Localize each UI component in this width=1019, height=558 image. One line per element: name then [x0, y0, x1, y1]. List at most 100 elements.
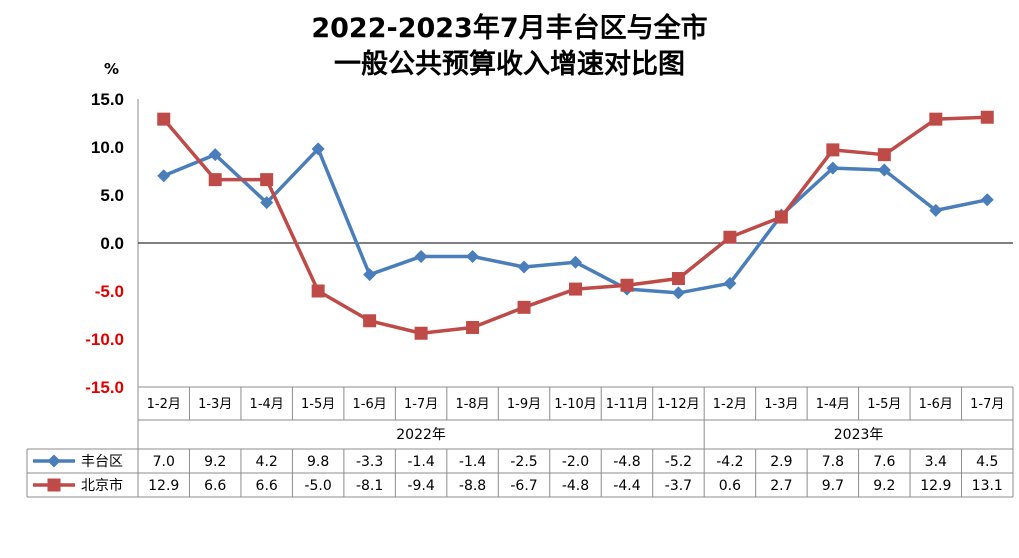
data-point [517, 260, 531, 274]
x-category-label: 1-2月 [713, 397, 747, 412]
data-point [671, 286, 685, 300]
data-point [723, 230, 737, 244]
table-value: -6.7 [510, 478, 537, 494]
data-point [311, 142, 325, 156]
y-tick-label: -10.0 [85, 330, 124, 349]
table-value: 9.7 [822, 478, 844, 494]
year-group-label: 2023年 [834, 427, 884, 443]
chart-title-line-2: 一般公共预算收入增速对比图 [334, 49, 685, 80]
table-value: 6.6 [256, 478, 278, 494]
x-category-label: 1-11月 [606, 397, 649, 412]
table-value: 9.8 [307, 454, 329, 470]
data-point [157, 112, 171, 126]
table-value: 12.9 [148, 478, 179, 494]
table-value: -2.0 [562, 454, 589, 470]
data-point [260, 196, 274, 210]
table-value: 12.9 [920, 478, 951, 494]
series-1 [157, 142, 994, 300]
table-value: 7.6 [873, 454, 895, 470]
data-point [47, 454, 61, 468]
table-value: -2.5 [510, 454, 537, 470]
data-point [208, 148, 222, 162]
table-value: 3.4 [925, 454, 947, 470]
table-value: 13.1 [972, 478, 1003, 494]
table-value: -9.4 [407, 478, 434, 494]
data-point [671, 272, 685, 286]
y-tick-label: 10.0 [91, 138, 124, 157]
data-point [260, 173, 274, 187]
data-point [414, 249, 428, 263]
x-category-label: 1-4月 [250, 397, 284, 412]
legend-label: 丰台区 [81, 454, 123, 470]
y-tick-label: 0.0 [100, 234, 124, 253]
x-category-label: 1-7月 [404, 397, 438, 412]
data-point [723, 276, 737, 290]
data-point [517, 300, 531, 314]
legend-label: 北京市 [81, 477, 123, 494]
data-point [311, 284, 325, 298]
table-value: 0.6 [719, 478, 741, 494]
y-tick-label: -15.0 [85, 378, 124, 397]
table-value: -8.1 [356, 478, 383, 494]
data-point [466, 249, 480, 263]
data-point [208, 173, 222, 187]
x-category-label: 1-10月 [554, 397, 597, 412]
table-value: 6.6 [204, 478, 226, 494]
table-value: -8.8 [459, 478, 486, 494]
data-point [980, 110, 994, 124]
data-point [826, 143, 840, 157]
data-point [363, 314, 377, 328]
table-value: -4.8 [562, 478, 589, 494]
data-point [826, 161, 840, 175]
data-point [414, 326, 428, 340]
table-value: -4.8 [613, 454, 640, 470]
x-category-label: 1-6月 [353, 397, 387, 412]
data-point [569, 255, 582, 269]
y-tick-label: 5.0 [100, 186, 124, 205]
x-category-label: 1-5月 [867, 397, 901, 412]
data-point [877, 163, 891, 177]
data-point [774, 210, 788, 224]
x-category-label: 1-2月 [147, 397, 181, 412]
table-value: 4.5 [976, 454, 998, 470]
x-category-label: 1-6月 [919, 397, 953, 412]
data-point [157, 169, 171, 183]
x-category-label: 1-4月 [816, 397, 850, 412]
y-tick-label: -5.0 [95, 282, 124, 301]
table-value: -5.2 [665, 454, 692, 470]
table-value: 2.7 [770, 478, 792, 494]
x-category-label: 1-3月 [764, 397, 798, 412]
data-point [363, 268, 377, 282]
data-point [466, 320, 480, 334]
data-point [877, 148, 891, 162]
data-point [929, 203, 943, 217]
table-value: -5.0 [304, 478, 331, 494]
x-category-label: 1-9月 [507, 397, 541, 412]
table-value: -1.4 [459, 454, 486, 470]
chart-title-line-1: 2022-2023年7月丰台区与全市 [311, 13, 708, 44]
table-value: -3.3 [356, 454, 383, 470]
table-value: 7.0 [153, 454, 175, 470]
year-group-label: 2022年 [396, 427, 446, 443]
table-value: -1.4 [407, 454, 434, 470]
x-category-label: 1-3月 [198, 397, 232, 412]
table-value: 9.2 [204, 454, 226, 470]
x-category-label: 1-7月 [970, 397, 1004, 412]
table-value: -4.2 [716, 454, 743, 470]
table-value: 9.2 [873, 478, 895, 494]
table-value: 7.8 [822, 454, 844, 470]
data-point [620, 278, 634, 292]
table-value: 4.2 [256, 454, 278, 470]
series-2 [157, 110, 994, 340]
y-tick-label: 15.0 [91, 90, 124, 109]
data-point [929, 112, 943, 126]
y-axis-unit: % [104, 60, 120, 78]
x-category-label: 1-8月 [455, 397, 489, 412]
table-value: -3.7 [665, 478, 692, 494]
table-value: 2.9 [770, 454, 792, 470]
data-point [980, 193, 994, 207]
series-line [162, 115, 988, 335]
x-category-label: 1-12月 [657, 397, 700, 412]
data-point [569, 282, 582, 296]
